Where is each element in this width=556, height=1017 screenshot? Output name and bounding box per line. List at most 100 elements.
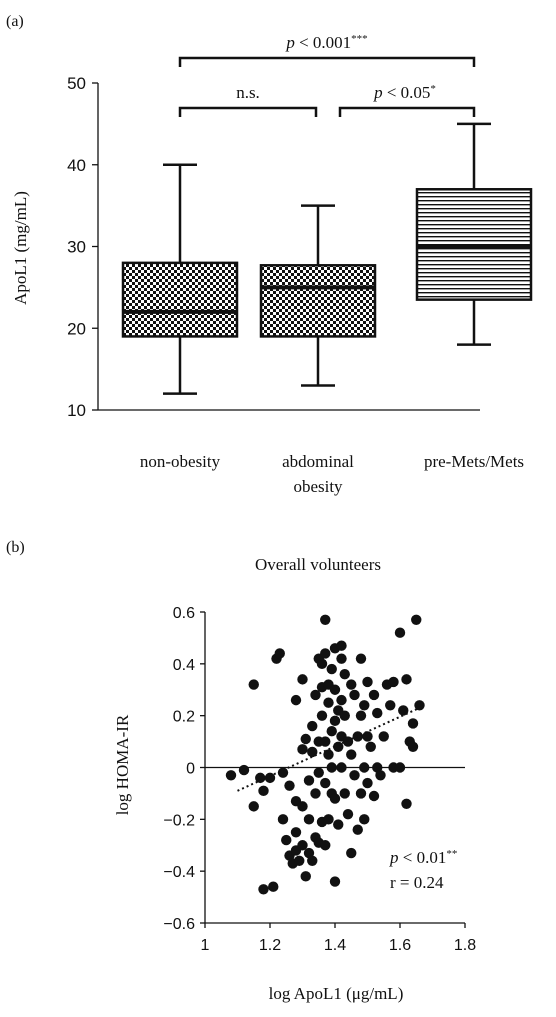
- scatter-point: [407, 741, 419, 752]
- scatter-point: [284, 780, 295, 791]
- y-tick-label: 0: [186, 761, 195, 778]
- bracket-line: [178, 106, 318, 117]
- y-tick-label: −0.2: [163, 812, 195, 829]
- scatter-point: [329, 876, 341, 887]
- panel-a-category-labels: non-obesity abdominal obesity pre-Mets/Mets: [140, 452, 524, 496]
- box-3: [415, 122, 533, 346]
- panel-b: (b) Overall volunteers log HOMA-IR log A…: [6, 539, 476, 1003]
- scatter-point: [378, 731, 389, 742]
- panel-b-r-annotation: r = 0.24: [390, 873, 444, 892]
- scatter-point: [339, 710, 350, 721]
- scatter-point: [414, 700, 425, 711]
- scatter-point: [238, 764, 250, 776]
- scatter-point: [352, 824, 363, 835]
- bracket-line: [178, 56, 476, 67]
- y-tick-label: 0.2: [173, 709, 195, 726]
- panel-b-axes: −0.6 −0.4 −0.2 0 0.2 0.4 0.6 1 1.2 1.4 1.6 1.8: [163, 605, 476, 954]
- scatter-point: [333, 741, 344, 752]
- scatter-point: [297, 674, 308, 685]
- scatter-point: [316, 658, 328, 670]
- panel-a-boxes: [121, 122, 533, 395]
- scatter-point: [329, 715, 341, 727]
- scatter-point: [339, 788, 350, 799]
- scatter-point: [339, 669, 350, 680]
- y-tick-label-20: 20: [67, 319, 86, 338]
- scatter-point: [336, 694, 347, 706]
- scatter-point: [349, 770, 360, 781]
- scatter-point: [342, 736, 354, 747]
- scatter-point: [248, 801, 259, 812]
- scatter-point: [362, 676, 373, 688]
- scatter-point: [258, 785, 269, 797]
- x-tick-label: 1.6: [389, 937, 411, 954]
- scatter-point: [303, 847, 315, 859]
- scatter-point: [329, 684, 341, 695]
- scatter-point: [411, 614, 422, 625]
- scatter-point: [268, 881, 279, 892]
- scatter-point: [359, 762, 370, 773]
- scatter-point: [394, 762, 406, 773]
- scatter-point: [359, 814, 370, 825]
- scatter-point: [388, 676, 399, 688]
- scatter-point: [355, 653, 367, 664]
- category-label-1: non-obesity: [140, 452, 221, 471]
- box-1: [121, 163, 239, 395]
- scatter-point: [368, 790, 380, 802]
- category-label-2: abdominal: [282, 452, 354, 471]
- scatter-point: [346, 847, 357, 859]
- p-stars: **: [446, 848, 457, 860]
- scatter-point: [346, 679, 357, 690]
- bracket-line: [338, 106, 476, 117]
- scatter-point: [248, 679, 259, 690]
- iqr-box: [121, 261, 239, 338]
- scatter-point: [290, 694, 302, 706]
- panel-b-title: Overall volunteers: [255, 555, 381, 574]
- y-tick-label-10: 10: [67, 401, 86, 420]
- bracket-2: p < 0.05*: [338, 83, 476, 117]
- y-tick-label: −0.4: [163, 864, 195, 881]
- y-tick-label: 0.6: [173, 605, 195, 622]
- panel-b-label: (b): [6, 539, 25, 556]
- scatter-point: [320, 840, 331, 851]
- panel-a-label: (a): [6, 13, 24, 30]
- panel-b-p-annotation: p < 0.01**: [389, 848, 457, 867]
- scatter-point: [323, 814, 334, 825]
- scatter-point: [303, 814, 315, 825]
- y-tick-label-40: 40: [67, 156, 86, 175]
- scatter-point: [326, 663, 337, 675]
- scatter-point: [346, 749, 357, 760]
- iqr-box: [415, 188, 533, 301]
- panel-b-y-axis-title: log HOMA-IR: [113, 714, 132, 815]
- trend-line: [237, 706, 420, 792]
- scatter-point: [401, 674, 412, 685]
- scatter-point: [294, 855, 305, 866]
- panel-b-points: [225, 614, 425, 895]
- scatter-point: [329, 793, 341, 804]
- x-tick-label: 1.2: [259, 937, 281, 954]
- bracket-label: p < 0.001***: [285, 33, 367, 52]
- scatter-point: [277, 767, 289, 778]
- scatter-point: [326, 726, 337, 737]
- scatter-point: [333, 819, 344, 830]
- scatter-point: [385, 700, 396, 711]
- scatter-point: [225, 770, 237, 781]
- scatter-point: [316, 710, 328, 721]
- scatter-point: [401, 798, 412, 809]
- scatter-point: [375, 770, 386, 781]
- panel-a-significance-brackets: n.s. p < 0.05* p < 0.001***: [178, 33, 476, 117]
- x-tick-label: 1: [201, 937, 210, 954]
- panel-a-y-axis-title: ApoL1 (mg/mL): [11, 191, 30, 305]
- scatter-point: [313, 767, 324, 778]
- y-tick-label: 0.4: [173, 657, 195, 674]
- scatter-point: [323, 697, 334, 708]
- scatter-point: [307, 720, 318, 732]
- x-tick-label: 1.8: [454, 937, 476, 954]
- category-label-2: obesity: [293, 477, 343, 496]
- panel-a: (a) ApoL1 (mg/mL) 10 20 30 40 50 n.s. p < 0.0…: [6, 13, 533, 496]
- p-symbol: p: [389, 848, 399, 867]
- scatter-point: [300, 871, 311, 882]
- scatter-point: [297, 840, 308, 851]
- scatter-point: [310, 788, 321, 799]
- scatter-point: [290, 827, 302, 838]
